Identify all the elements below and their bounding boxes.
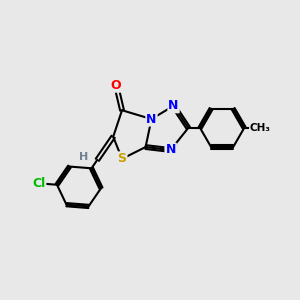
Text: N: N xyxy=(168,99,179,112)
Text: CH₃: CH₃ xyxy=(250,123,271,133)
Text: O: O xyxy=(111,79,122,92)
Text: Cl: Cl xyxy=(32,177,45,190)
Text: N: N xyxy=(146,112,157,126)
Text: N: N xyxy=(165,143,176,157)
Text: H: H xyxy=(80,152,89,162)
Text: S: S xyxy=(118,152,127,165)
